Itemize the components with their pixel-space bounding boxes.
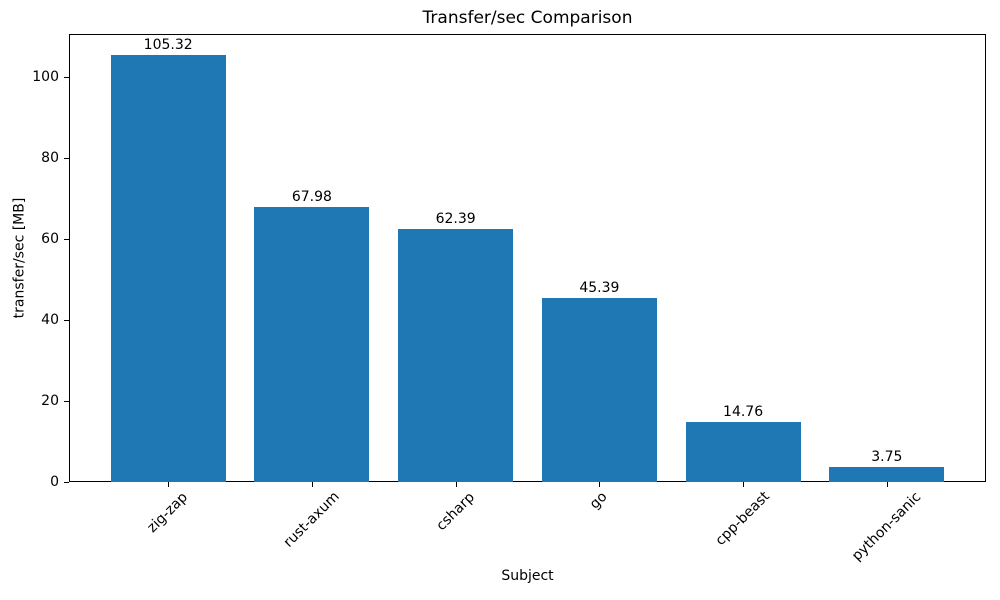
x-tick-label: csharp: [432, 488, 478, 534]
bar: [110, 55, 226, 482]
y-tick-label: 40: [41, 311, 59, 328]
x-tick: [599, 482, 601, 487]
bar-value-label: 67.98: [291, 188, 332, 205]
y-tick-label: 80: [41, 149, 59, 166]
bar: [398, 229, 514, 482]
y-axis-label: transfer/sec [MB]: [11, 197, 28, 319]
y-tick-label: 0: [50, 474, 59, 490]
y-tick: [64, 76, 69, 78]
bar: [829, 466, 945, 482]
y-tick: [64, 319, 69, 321]
y-tick: [64, 238, 69, 240]
x-tick-label: cpp-beast: [712, 488, 773, 550]
x-axis-label: Subject: [501, 568, 554, 584]
y-tick: [64, 482, 69, 483]
x-tick: [168, 482, 170, 487]
bar-value-label: 45.39: [579, 280, 620, 297]
y-tick: [64, 157, 69, 159]
bar-value-label: 105.32: [143, 37, 193, 54]
y-tick-label: 60: [41, 230, 59, 247]
x-tick: [455, 482, 457, 487]
x-tick: [743, 482, 745, 487]
x-tick-label: python-sanic: [848, 488, 925, 565]
y-tick-label: 100: [32, 68, 59, 85]
bar: [541, 298, 657, 482]
x-tick-label: go: [587, 488, 611, 513]
x-tick-label: zig-zap: [144, 488, 192, 536]
bar: [685, 422, 801, 482]
x-tick: [886, 482, 888, 487]
y-tick: [64, 400, 69, 402]
x-tick-label: rust-axum: [280, 489, 343, 552]
y-tick-label: 20: [41, 392, 59, 409]
x-tick: [311, 482, 313, 487]
bar-value-label: 3.75: [871, 448, 903, 465]
bar-value-label: 62.39: [435, 211, 476, 228]
bar-value-label: 14.76: [723, 404, 764, 421]
chart-title: Transfer/sec Comparison: [422, 8, 633, 28]
bar: [254, 206, 370, 482]
